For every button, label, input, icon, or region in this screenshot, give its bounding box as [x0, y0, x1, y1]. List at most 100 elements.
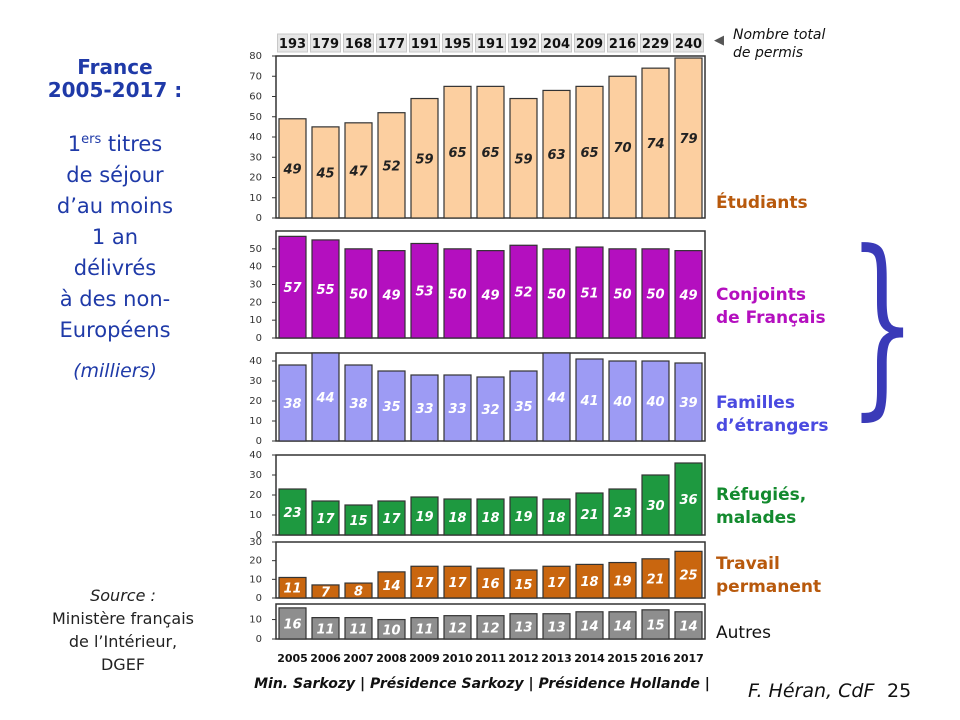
- total-value-label: 240: [675, 37, 702, 52]
- x-tick-label: 2008: [376, 652, 407, 665]
- total-permits-note: Nombre total de permis: [733, 26, 825, 62]
- total-value-label: 168: [345, 37, 372, 52]
- bar-value-label: 7: [321, 585, 331, 600]
- bar-value-label: 40: [645, 395, 664, 410]
- bar: [674, 611, 703, 640]
- y-tick-label: 20: [249, 490, 262, 501]
- bar-value-label: 17: [316, 512, 335, 527]
- bar: [575, 611, 604, 640]
- bar: [344, 582, 373, 599]
- bar: [311, 617, 340, 640]
- bar: [410, 242, 439, 339]
- source-line: Ministère français: [52, 609, 194, 628]
- bar: [311, 126, 340, 219]
- total-value-label: 193: [279, 37, 306, 52]
- y-tick-label: 60: [249, 92, 262, 103]
- bar-value-label: 12: [481, 621, 499, 636]
- bar-value-label: 52: [514, 286, 532, 301]
- bar-value-label: 52: [382, 159, 400, 174]
- bar: [641, 360, 670, 442]
- bar-value-label: 18: [448, 511, 466, 526]
- bar: [344, 248, 373, 339]
- bar: [278, 576, 307, 599]
- bar-value-label: 33: [415, 402, 433, 417]
- bar-value-label: 16: [283, 617, 301, 632]
- x-tick-label: 2015: [607, 652, 638, 665]
- bar: [575, 563, 604, 599]
- x-tick-label: 2013: [541, 652, 572, 665]
- panel-group: 0 10 20 30 40 23 17 15 17 19 18 18 19 18 21 23 30 36: [249, 450, 706, 541]
- bar: [344, 364, 373, 442]
- y-tick-label: 40: [249, 356, 262, 367]
- subtitle-line: 1 an: [91, 225, 139, 249]
- administrations-row: Min. Sarkozy | Présidence Sarkozy | Prés…: [254, 676, 710, 692]
- x-tick-label: 2005: [277, 652, 308, 665]
- panel-label-line: Autres: [716, 623, 772, 643]
- bar-value-label: 10: [382, 623, 400, 638]
- bar-value-label: 17: [448, 576, 467, 591]
- bar-value-label: 59: [415, 152, 433, 167]
- bar: [608, 488, 637, 536]
- bar: [377, 618, 406, 640]
- total-cell: [475, 33, 506, 53]
- bar-value-label: 59: [514, 152, 532, 167]
- bar-value-label: 49: [480, 288, 499, 303]
- bar-value-label: 14: [613, 619, 631, 634]
- bar-value-label: 18: [481, 511, 499, 526]
- bar-value-label: 55: [316, 283, 334, 298]
- bar: [674, 550, 703, 599]
- bar: [641, 558, 670, 599]
- y-tick-label: 40: [249, 450, 262, 461]
- bar-value-label: 15: [646, 618, 664, 633]
- total-cell: [343, 33, 374, 53]
- bar: [443, 374, 472, 442]
- total-cell: [607, 33, 638, 53]
- total-value-label: 204: [543, 37, 570, 52]
- y-tick-label: 50: [249, 112, 262, 123]
- panel-label-line: Réfugiés,: [716, 485, 807, 505]
- bar-value-label: 15: [349, 514, 367, 529]
- bar-value-label: 17: [415, 576, 434, 591]
- panel-group: 0 10 20 30 40 38 44 38 35 33 33 32 35 44 41 40 40 39: [249, 352, 706, 447]
- y-tick-label: 30: [249, 470, 262, 481]
- bar: [278, 607, 307, 640]
- bar: [608, 360, 637, 442]
- y-tick-label: 50: [249, 244, 262, 255]
- bar: [377, 500, 406, 536]
- bar: [575, 492, 604, 536]
- x-tick-label: 2014: [574, 652, 605, 665]
- panel-label-line: malades: [716, 508, 797, 528]
- total-cell: [277, 33, 308, 53]
- bar-value-label: 65: [448, 146, 466, 161]
- source-label: Source :: [90, 586, 156, 605]
- bar-value-label: 50: [349, 287, 367, 302]
- y-tick-label: 30: [249, 152, 262, 163]
- bar-value-label: 45: [315, 166, 334, 181]
- y-tick-label: 10: [249, 193, 262, 204]
- bar: [509, 496, 538, 536]
- bar-value-label: 25: [679, 569, 697, 584]
- total-value-label: 191: [477, 37, 504, 52]
- x-tick-label: 2011: [475, 652, 506, 665]
- bar-value-label: 49: [381, 288, 400, 303]
- y-tick-label: 10: [249, 416, 262, 427]
- bar: [575, 246, 604, 339]
- x-tick-label: 2007: [343, 652, 374, 665]
- total-value-label: 195: [444, 37, 471, 52]
- bar-value-label: 47: [348, 164, 368, 179]
- bar: [542, 89, 571, 219]
- total-value-label: 179: [312, 37, 339, 52]
- bar: [410, 374, 439, 442]
- total-value-label: 177: [378, 37, 405, 52]
- bar: [476, 567, 505, 599]
- bar: [377, 112, 406, 219]
- y-tick-label: 0: [256, 634, 262, 645]
- x-tick-label: 2009: [409, 652, 440, 665]
- panel-group: 0 10 20 30 40 50 60 70 80 49 45 47 52 59 65 65 59 63 65 70 7…: [249, 51, 706, 224]
- bar: [575, 358, 604, 442]
- bar: [476, 376, 505, 442]
- total-value-label: 209: [576, 37, 603, 52]
- total-note-line: Nombre total: [733, 27, 826, 43]
- x-tick-label: 2010: [442, 652, 473, 665]
- total-cell: [673, 33, 704, 53]
